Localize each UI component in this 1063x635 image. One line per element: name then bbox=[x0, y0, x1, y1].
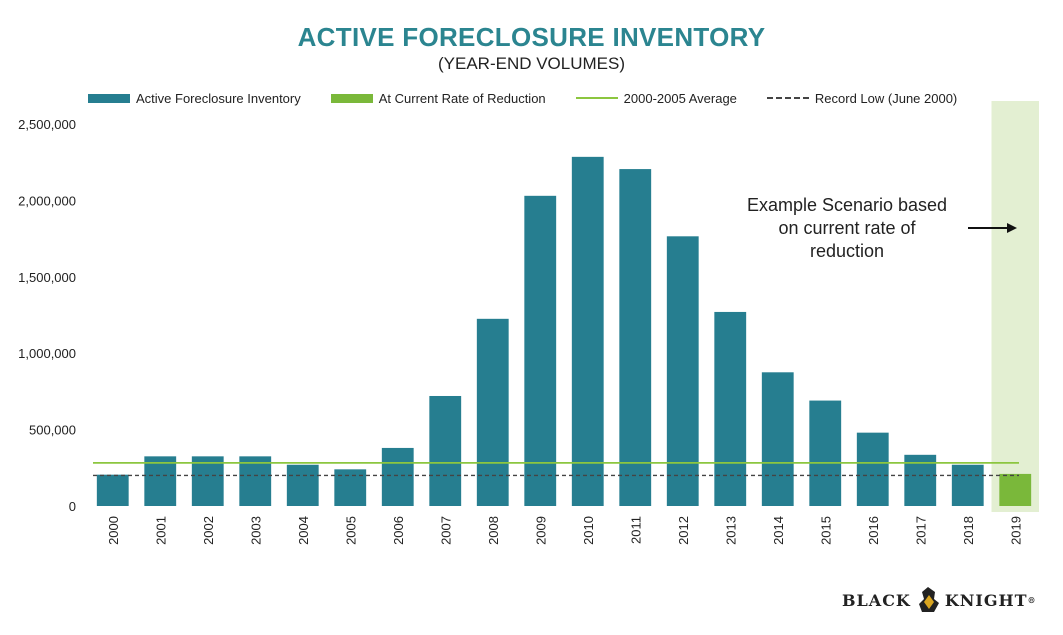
bar-inventory bbox=[96, 474, 129, 506]
legend-label-average: 2000-2005 Average bbox=[623, 90, 737, 106]
x-tick-label: 2007 bbox=[438, 516, 453, 545]
x-tick-label: 2010 bbox=[581, 516, 596, 545]
x-tick-label: 2001 bbox=[153, 516, 168, 545]
bar-inventory bbox=[429, 395, 462, 506]
x-tick-label: 2006 bbox=[391, 516, 406, 545]
x-tick-label: 2003 bbox=[248, 516, 263, 545]
x-tick-label: 2002 bbox=[201, 516, 216, 545]
bar-inventory bbox=[144, 456, 177, 506]
x-tick-label: 2018 bbox=[961, 516, 976, 545]
x-tick-label: 2011 bbox=[628, 516, 643, 544]
legend-item-record-low: Record Low (June 2000) bbox=[766, 90, 958, 106]
y-tick-label: 0 bbox=[69, 499, 76, 514]
bar-inventory bbox=[381, 447, 414, 506]
x-tick-label: 2012 bbox=[676, 516, 691, 545]
logo-trademark: ® bbox=[1027, 595, 1037, 605]
x-tick-label: 2005 bbox=[343, 516, 358, 545]
x-tick-label: 2019 bbox=[1008, 516, 1023, 545]
bar-inventory bbox=[951, 464, 984, 506]
x-tick-label: 2015 bbox=[818, 516, 833, 545]
chart-title: ACTIVE FORECLOSURE INVENTORY bbox=[297, 22, 766, 52]
annotation-line-3: reduction bbox=[810, 241, 884, 261]
legend-swatch-record-low bbox=[766, 97, 809, 99]
legend: Active Foreclosure Inventory At Current … bbox=[88, 88, 987, 108]
legend-item-inventory: Active Foreclosure Inventory bbox=[88, 91, 301, 106]
black-knight-logo: BLACK KNIGHT ® bbox=[842, 585, 1037, 615]
legend-label-inventory: Active Foreclosure Inventory bbox=[136, 90, 301, 106]
x-tick-label: 2004 bbox=[296, 516, 311, 545]
bar-inventory bbox=[714, 311, 747, 506]
x-tick-label: 2014 bbox=[771, 516, 786, 545]
chart-subtitle: (YEAR-END VOLUMES) bbox=[437, 54, 626, 73]
y-tick-label: 2,500,000 bbox=[18, 117, 76, 132]
legend-label-record-low: Record Low (June 2000) bbox=[814, 90, 958, 106]
bar-inventory bbox=[524, 195, 557, 507]
bar-current-rate bbox=[999, 473, 1032, 506]
x-tick-label: 2009 bbox=[533, 516, 548, 545]
x-tick-label: 2016 bbox=[866, 516, 881, 545]
annotation-line-1: Example Scenario based bbox=[747, 195, 947, 215]
y-tick-label: 1,500,000 bbox=[18, 270, 76, 285]
bar-inventory bbox=[761, 372, 794, 506]
bar-inventory bbox=[286, 464, 319, 506]
x-tick-label: 2017 bbox=[913, 516, 928, 545]
legend-swatch-current-rate bbox=[330, 93, 373, 103]
knight-icon bbox=[918, 587, 939, 612]
y-tick-label: 2,000,000 bbox=[18, 193, 76, 208]
bar-inventory bbox=[239, 456, 272, 506]
legend-item-average: 2000-2005 Average bbox=[575, 90, 737, 106]
legend-label-current-rate: At Current Rate of Reduction bbox=[378, 90, 546, 106]
legend-item-current-rate: At Current Rate of Reduction bbox=[330, 90, 546, 106]
bar-inventory bbox=[571, 156, 604, 507]
x-tick-label: 2013 bbox=[723, 516, 738, 545]
logo-text-right: KNIGHT bbox=[944, 590, 1028, 610]
logo-text-left: BLACK bbox=[842, 590, 911, 610]
y-tick-label: 500,000 bbox=[29, 423, 76, 438]
legend-swatch-average bbox=[575, 97, 618, 99]
bar-inventory bbox=[619, 169, 652, 507]
highlight-band bbox=[991, 101, 1039, 512]
arrow-right-icon bbox=[968, 223, 1017, 233]
bar-inventory bbox=[856, 432, 889, 506]
annotation-line-2: on current rate of bbox=[778, 218, 916, 238]
legend-swatch-inventory bbox=[88, 93, 130, 103]
bar-inventory bbox=[666, 236, 699, 507]
x-tick-label: 2008 bbox=[486, 516, 501, 545]
y-tick-label: 1,000,000 bbox=[18, 346, 76, 361]
bar-inventory bbox=[476, 318, 509, 506]
x-tick-label: 2000 bbox=[106, 516, 121, 545]
bar-inventory bbox=[809, 400, 842, 506]
bar-inventory bbox=[191, 456, 224, 506]
